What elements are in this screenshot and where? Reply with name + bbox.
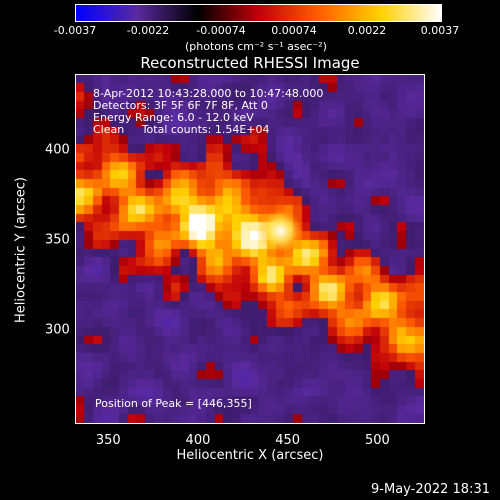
x-axis-label: Heliocentric X (arcsec) (176, 448, 324, 463)
colorbar-tick-label: 0.0037 (420, 24, 460, 37)
colorbar-tick-label: -0.0022 (126, 24, 170, 37)
y-axis-label: Heliocentric Y (arcsec) (13, 177, 29, 323)
info-energy-range: Energy Range: 6.0 - 12.0 keV (93, 111, 254, 124)
colorbar-tick-label: -0.0037 (53, 24, 97, 37)
heatmap-image (76, 75, 424, 423)
y-tick-label: 350 (45, 232, 70, 248)
peak-position-label: Position of Peak = [446,355] (95, 397, 252, 410)
colorbar (75, 4, 442, 22)
plot-datestamp: 9-May-2022 18:31 (371, 482, 490, 497)
info-clean-counts: Clean Total counts: 1.54E+04 (93, 123, 270, 136)
colorbar-unit-label: (photons cm⁻² s⁻¹ asec⁻²) (185, 40, 327, 53)
plot-frame (75, 74, 425, 424)
y-tick-label: 400 (45, 142, 70, 158)
colorbar-tick-label: -0.00074 (196, 24, 246, 37)
y-tick-label: 300 (45, 322, 70, 338)
x-tick-label: 350 (95, 433, 121, 448)
chart-title: Reconstructed RHESSI Image (140, 54, 360, 72)
colorbar-tick-label: 0.00074 (271, 24, 317, 37)
info-detectors: Detectors: 3F 5F 6F 7F 8F, Att 0 (93, 99, 268, 112)
x-tick-label: 400 (185, 433, 211, 448)
colorbar-tick-label: 0.0022 (347, 24, 387, 37)
x-tick-label: 500 (364, 433, 390, 448)
x-tick-label: 450 (275, 433, 301, 448)
info-time-range: 8-Apr-2012 10:43:28.000 to 10:47:48.000 (93, 87, 324, 100)
